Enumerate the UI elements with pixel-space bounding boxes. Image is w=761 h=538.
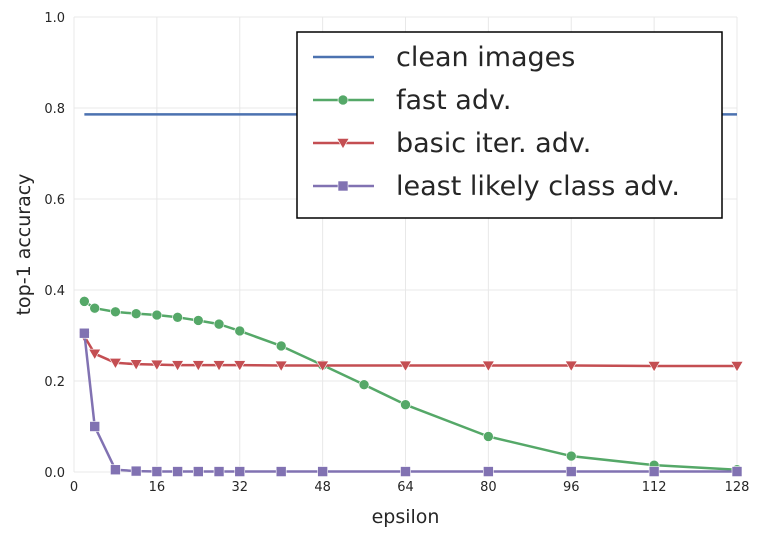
data-point: [213, 466, 225, 477]
data-point: [89, 302, 101, 314]
y-tick-label: 0.0: [44, 466, 65, 481]
legend-label: least likely class adv.: [396, 171, 680, 202]
x-tick-label: 112: [642, 480, 667, 495]
legend-label: basic iter. adv.: [396, 128, 591, 159]
data-point: [648, 466, 660, 477]
x-tick-label: 32: [231, 480, 248, 495]
data-point: [481, 360, 495, 372]
series-line: [83, 335, 737, 368]
data-point: [79, 327, 90, 339]
data-point: [234, 466, 246, 477]
x-tick-label: 64: [397, 480, 414, 495]
series-layer: [77, 113, 744, 477]
y-tick-label: 0.6: [44, 193, 65, 208]
data-point: [110, 306, 121, 318]
data-point: [172, 466, 183, 477]
series-line: [83, 333, 737, 473]
legend: clean images fast adv. basic iter. adv. lea…: [296, 31, 723, 219]
tick-labels: 0 16 32 48 64 80 96 112 128 0.0 0.2 0.4 0.6 0.8 1.0: [44, 11, 749, 495]
legend-marker: [337, 180, 349, 192]
data-point: [731, 466, 743, 477]
data-point: [172, 311, 183, 323]
data-point: [110, 464, 121, 476]
data-point: [233, 360, 247, 372]
legend-marker: [336, 138, 350, 150]
legend-label: clean images: [396, 42, 575, 73]
x-axis-label: epsilon: [372, 506, 440, 528]
data-point: [129, 359, 143, 371]
data-point: [79, 296, 90, 307]
data-point: [151, 466, 163, 477]
data-point: [400, 399, 411, 410]
data-point: [213, 318, 225, 330]
data-point: [483, 431, 494, 442]
legend-marker: [337, 94, 349, 106]
data-point: [151, 309, 163, 321]
y-tick-label: 1.0: [44, 11, 65, 26]
legend-entry: least likely class adv.: [313, 171, 680, 202]
data-point: [171, 360, 185, 372]
data-point: [234, 325, 246, 337]
x-tick-label: 128: [725, 480, 750, 495]
legend-entry: fast adv.: [313, 85, 511, 116]
data-point: [274, 360, 288, 372]
data-point: [400, 466, 411, 477]
y-axis-label: top-1 accuracy: [13, 174, 35, 316]
data-point: [191, 360, 205, 372]
legend-label: fast adv.: [396, 85, 511, 116]
x-tick-label: 96: [563, 480, 580, 495]
data-point: [398, 360, 413, 372]
data-point: [150, 359, 164, 371]
series-2: [77, 331, 744, 373]
data-point: [730, 361, 744, 373]
data-point: [565, 466, 577, 477]
x-tick-label: 16: [149, 480, 166, 495]
data-point: [89, 421, 101, 432]
y-tick-label: 0.8: [44, 102, 65, 117]
data-point: [564, 360, 578, 372]
x-tick-label: 80: [480, 480, 497, 495]
series-3: [79, 327, 743, 477]
data-point: [88, 348, 102, 360]
data-point: [565, 450, 577, 462]
data-point: [212, 360, 226, 372]
data-point: [193, 466, 204, 477]
legend-entry: clean images: [313, 42, 575, 73]
x-tick-label: 0: [70, 480, 78, 495]
y-tick-label: 0.4: [44, 284, 65, 299]
y-tick-label: 0.2: [44, 375, 65, 390]
data-point: [275, 466, 287, 477]
data-point: [130, 465, 142, 477]
data-point: [317, 466, 328, 477]
x-tick-label: 48: [314, 480, 331, 495]
data-point: [647, 361, 661, 373]
data-point: [316, 360, 330, 372]
data-point: [193, 315, 204, 326]
legend-entry: basic iter. adv.: [313, 128, 591, 159]
data-point: [130, 308, 142, 319]
data-point: [358, 379, 370, 390]
data-point: [483, 466, 494, 477]
data-point: [108, 357, 122, 370]
data-point: [275, 340, 287, 352]
